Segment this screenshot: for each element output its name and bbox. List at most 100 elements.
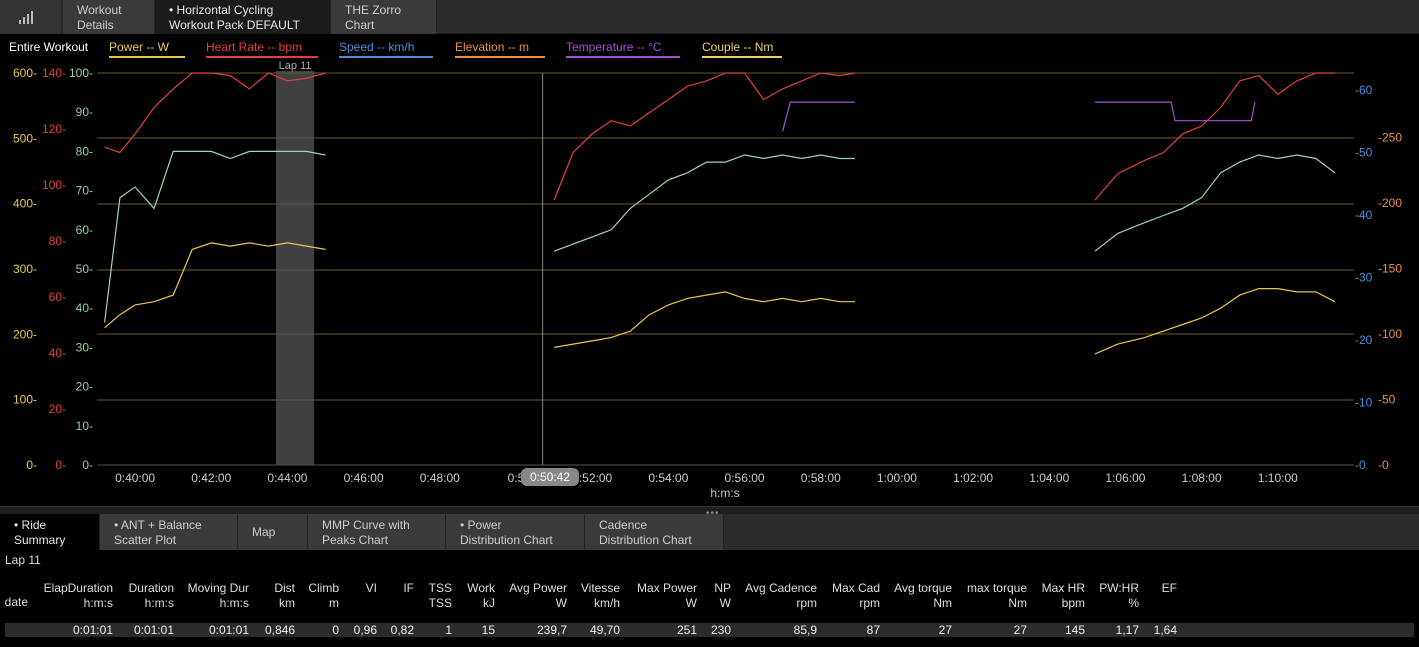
splitter-grip-icon[interactable]: ••• <box>706 508 720 519</box>
column-header[interactable]: Max HR bpm <box>1042 581 1085 611</box>
column-header-unit: rpm <box>859 596 880 610</box>
tab-horizontal-cycling[interactable]: • Horizontal Cycling Workout Pack DEFAUL… <box>155 0 331 34</box>
column-header-unit: date <box>4 595 28 609</box>
tab-ant-balance[interactable]: • ANT + Balance Scatter Plot <box>100 514 238 550</box>
cadence-axis-tick: 20- <box>76 380 93 394</box>
tab-mmp-curve[interactable]: MMP Curve with Peaks Chart <box>308 514 446 550</box>
column-header[interactable]: Work kJ <box>467 581 495 611</box>
tab-cadence-distribution[interactable]: Cadence Distribution Chart <box>585 514 724 550</box>
column-header[interactable]: Vitesse km/h <box>581 581 620 611</box>
lap-highlight-label: Lap 11 <box>279 60 312 72</box>
column-header[interactable]: Duration h:m:s <box>129 581 174 611</box>
legend-power[interactable]: Power -- W <box>109 40 185 58</box>
table-cell: 87 <box>866 623 880 637</box>
legend-speed[interactable]: Speed -- km/h <box>339 40 433 58</box>
column-header-title: Avg torque <box>894 581 952 595</box>
column-header-title: VI <box>365 581 377 595</box>
table-cell: 1,64 <box>1153 623 1177 637</box>
legend-couple[interactable]: Couple -- Nm <box>702 40 782 58</box>
legend-temperature[interactable]: Temperature -- °C <box>566 40 680 58</box>
column-header[interactable]: Dist km <box>274 581 295 611</box>
column-header[interactable]: Max Power W <box>637 581 697 611</box>
speed-axis-tick: -0 <box>1355 458 1366 472</box>
column-header[interactable]: Max Cad rpm <box>832 581 880 611</box>
chart-canvas[interactable]: Lap 11 0:40:00 0:42:00 0:44:00 0:46:00 0:48:0… <box>0 34 1419 506</box>
speed-axis-tick: -60 <box>1355 83 1373 97</box>
column-header-title: TSS <box>428 581 452 595</box>
column-header-title: PW:HR <box>1099 581 1139 595</box>
workout-chart[interactable]: Lap 11 0:40:00 0:42:00 0:44:00 0:46:00 0:48:0… <box>0 34 1419 506</box>
column-header[interactable]: VI <box>366 581 377 596</box>
x-tick-label: 1:06:00 <box>1105 471 1145 485</box>
x-tick-label: 0:40:00 <box>115 471 155 485</box>
cursor-time-badge: 0:50:42 <box>521 468 579 486</box>
cadence-axis-tick: 60- <box>76 223 93 237</box>
hr-axis-tick: 60- <box>49 290 66 304</box>
column-header[interactable]: Climb m <box>308 581 339 611</box>
signal-bars-icon[interactable] <box>0 0 62 34</box>
table-cell: 1 <box>445 623 452 637</box>
column-header-title: Vitesse <box>580 581 620 595</box>
column-header[interactable]: ElapDuration h:m:s <box>44 581 113 611</box>
column-header[interactable]: Avg torque Nm <box>894 581 952 611</box>
column-header-unit: m <box>329 596 339 610</box>
column-header[interactable]: IF <box>403 581 414 596</box>
column-header[interactable]: max torque Nm <box>967 581 1027 611</box>
legend-heart-rate[interactable]: Heart Rate -- bpm <box>206 40 318 58</box>
x-tick-label: 0:54:00 <box>648 471 688 485</box>
x-tick-label: 0:56:00 <box>725 471 765 485</box>
power-axis-tick: 300- <box>13 262 37 276</box>
legend-elevation[interactable]: Elevation -- m <box>455 40 545 58</box>
column-header-unit: W <box>555 596 567 610</box>
column-header[interactable]: TSS TSS <box>429 581 452 611</box>
tab-workout-details[interactable]: Workout Details <box>63 0 155 34</box>
ride-summary-panel: Lap 11 date ElapDuration h:m:s 0:01:01 Durat… <box>0 550 1419 647</box>
tab-map[interactable]: Map <box>238 514 308 550</box>
power-axis-tick: 400- <box>13 197 37 211</box>
hr-axis-tick: 140- <box>42 66 66 80</box>
table-cell: 15 <box>481 623 495 637</box>
column-header-unit: W <box>719 596 731 610</box>
cadence-axis-tick: 40- <box>76 301 93 315</box>
table-row[interactable] <box>5 623 1414 637</box>
lap-highlight-band <box>276 71 315 465</box>
bottom-tab-bar: • Ride Summary • ANT + Balance Scatter P… <box>0 514 1419 550</box>
column-header-title: Work <box>467 581 495 595</box>
cadence-axis-tick: 50- <box>76 262 93 276</box>
hr-axis-tick: 40- <box>49 346 66 360</box>
column-header-title: max torque <box>966 581 1027 595</box>
column-header[interactable]: Avg Cadence rpm <box>745 581 817 611</box>
x-tick-label: 0:5 <box>508 471 525 485</box>
column-header-unit: km/h <box>593 596 620 610</box>
tab-zorro-chart[interactable]: THE Zorro Chart <box>331 0 437 34</box>
x-tick-label: 1:10:00 <box>1258 471 1298 485</box>
power-axis-tick: 500- <box>13 131 37 145</box>
column-header[interactable]: EF <box>1162 581 1177 596</box>
power-axis-tick: 200- <box>13 327 37 341</box>
column-header[interactable]: Moving Dur h:m:s <box>188 581 249 611</box>
chart-legend: Power -- W Heart Rate -- bpm Speed -- km… <box>0 40 1419 60</box>
column-header-title: NP <box>714 581 731 595</box>
column-header-unit: kJ <box>483 596 495 610</box>
table-cell: 145 <box>1064 623 1085 637</box>
cadence-axis-tick: 30- <box>76 340 93 354</box>
table-cell: 0,82 <box>390 623 414 637</box>
column-header-title: Max HR <box>1041 581 1085 595</box>
tab-ride-summary[interactable]: • Ride Summary <box>0 514 100 550</box>
table-cell: 251 <box>676 623 697 637</box>
table-cell: 85,9 <box>793 623 817 637</box>
column-header[interactable]: PW:HR% <box>1099 581 1139 611</box>
x-tick-label: 0:42:00 <box>191 471 231 485</box>
column-header[interactable]: date <box>5 595 28 610</box>
x-tick-label: 1:00:00 <box>877 471 917 485</box>
tab-power-distribution[interactable]: • Power Distribution Chart <box>446 514 585 550</box>
panel-splitter[interactable]: ••• <box>0 506 1419 519</box>
hr-axis-tick: 100- <box>42 178 66 192</box>
top-tab-bar: Workout Details • Horizontal Cycling Wor… <box>0 0 1419 34</box>
column-header-unit: TSS <box>428 596 452 610</box>
column-header[interactable]: NP W <box>714 581 731 611</box>
x-tick-label: 1:04:00 <box>1029 471 1069 485</box>
column-header-title: Max Power <box>636 581 697 595</box>
cadence-axis-tick: 0- <box>82 458 93 472</box>
column-header[interactable]: Avg Power W <box>509 581 567 611</box>
